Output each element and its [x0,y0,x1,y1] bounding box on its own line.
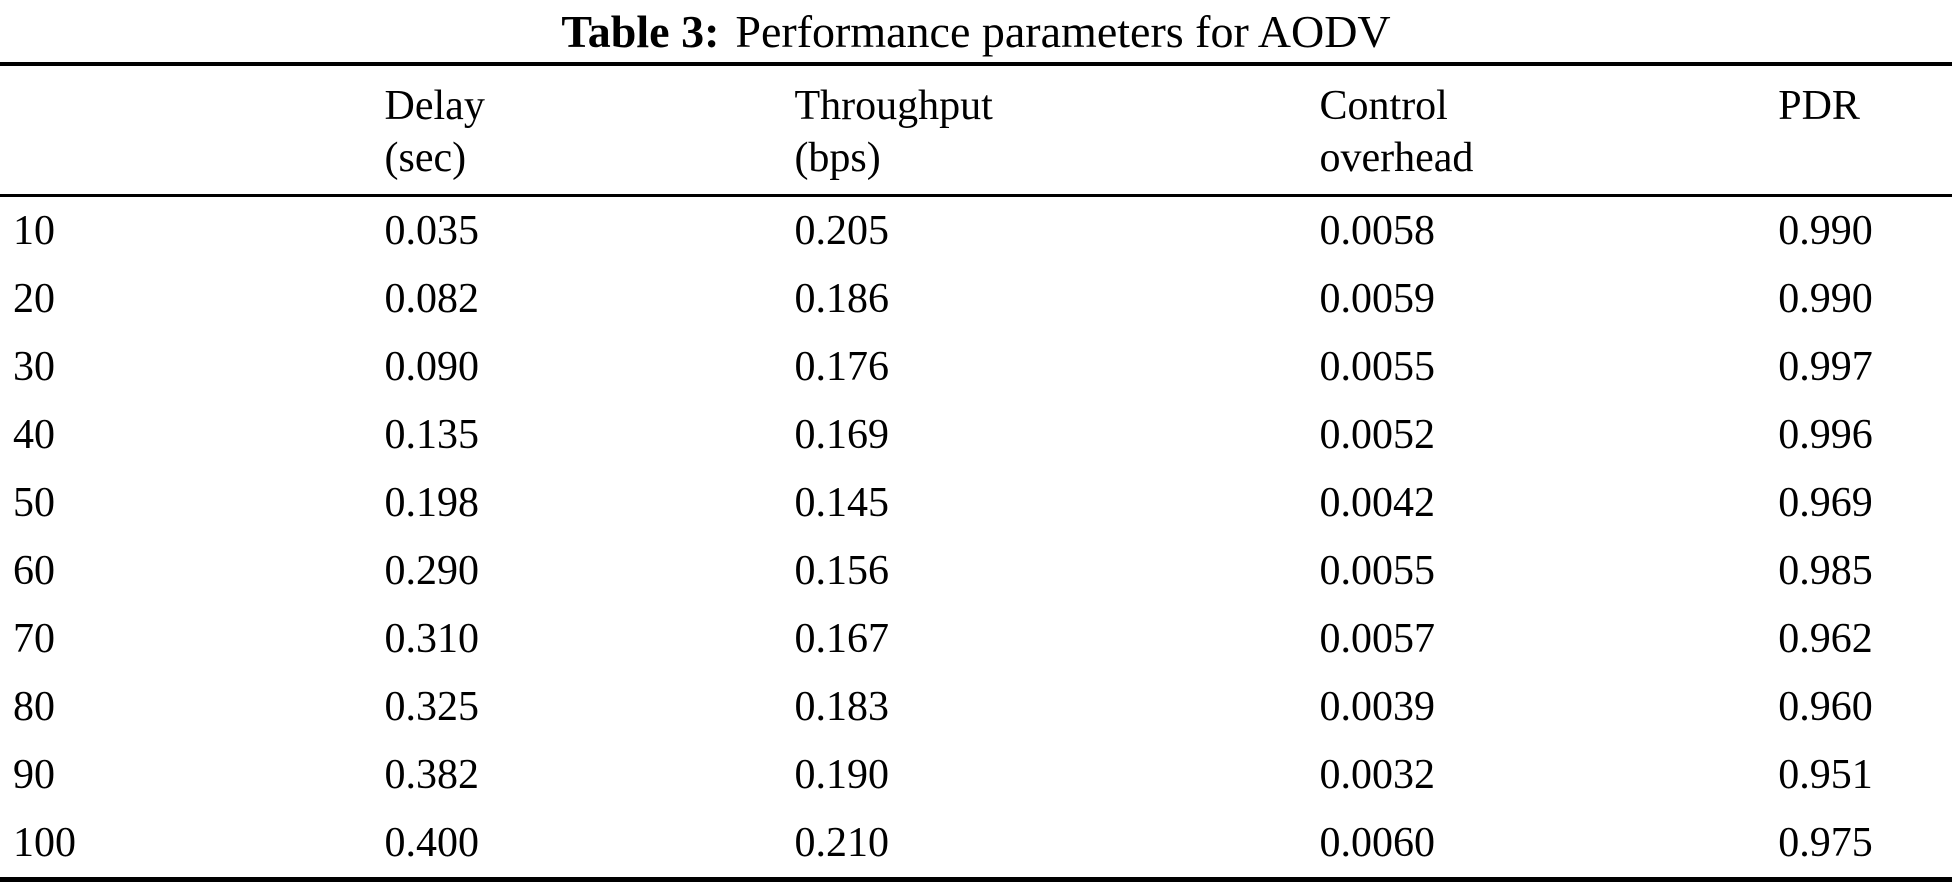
column-header-unit: (sec) [384,135,467,181]
cell-control-overhead: 0.0060 [1319,820,1436,866]
cell-delay: 0.290 [384,548,480,594]
cell-delay: 0.135 [384,412,480,458]
cell-nodes: 40 [13,412,55,458]
cell-pdr: 0.990 [1778,208,1873,254]
table-caption-text: Performance parameters for AODV [735,5,1391,57]
cell-delay: 0.090 [384,344,480,390]
cell-control-overhead: 0.0055 [1319,344,1436,390]
cell-throughput: 0.156 [794,548,889,594]
cell-throughput: 0.145 [794,480,889,526]
table-row: 20 0.082 0.186 0.0059 0.990 [0,265,1952,333]
cell-pdr: 0.960 [1778,684,1873,730]
column-header-unit: overhead [1319,135,1474,181]
column-header-control-overhead: Control overhead [1320,64,1779,196]
cell-delay: 0.198 [384,480,480,526]
column-header-label: Control [1319,83,1448,129]
cell-pdr: 0.990 [1778,276,1873,322]
table-row: 40 0.135 0.169 0.0052 0.996 [0,401,1952,469]
cell-nodes: 80 [13,684,55,730]
cell-control-overhead: 0.0055 [1319,548,1436,594]
cell-throughput: 0.190 [794,752,889,798]
column-header-unit: (bps) [794,135,881,181]
cell-control-overhead: 0.0059 [1319,276,1436,322]
column-header-label: Throughput [794,83,993,129]
cell-nodes: 10 [13,208,55,254]
table-row: 30 0.090 0.176 0.0055 0.997 [0,333,1952,401]
column-header-pdr: PDR [1778,64,1952,196]
cell-nodes: 30 [13,344,55,390]
cell-control-overhead: 0.0057 [1319,616,1436,662]
column-header-delay: Delay (sec) [385,64,795,196]
cell-nodes: 100 [13,820,76,866]
table-caption-label: Table 3: [561,5,720,57]
cell-throughput: 0.205 [794,208,889,254]
column-header-label: Delay [384,83,485,129]
cell-pdr: 0.985 [1778,548,1873,594]
cell-nodes: 70 [13,616,55,662]
cell-delay: 0.082 [384,276,480,322]
cell-delay: 0.325 [384,684,480,730]
cell-nodes: 20 [13,276,55,322]
cell-pdr: 0.969 [1778,480,1873,526]
cell-control-overhead: 0.0042 [1319,480,1436,526]
cell-nodes: 90 [13,752,55,798]
cell-control-overhead: 0.0052 [1319,412,1436,458]
cell-control-overhead: 0.0039 [1319,684,1436,730]
table-caption: Table 3: Performance parameters for AODV [0,0,1952,62]
cell-delay: 0.382 [384,752,480,798]
table-row: 10 0.035 0.205 0.0058 0.990 [0,196,1952,266]
cell-throughput: 0.167 [794,616,889,662]
cell-nodes: 50 [13,480,55,526]
cell-delay: 0.035 [384,208,480,254]
cell-pdr: 0.951 [1778,752,1873,798]
cell-delay: 0.400 [384,820,480,866]
table-row: 70 0.310 0.167 0.0057 0.962 [0,605,1952,673]
table-row: 100 0.400 0.210 0.0060 0.975 [0,809,1952,880]
table-row: 60 0.290 0.156 0.0055 0.985 [0,537,1952,605]
cell-pdr: 0.997 [1778,344,1873,390]
cell-throughput: 0.183 [794,684,889,730]
column-header-nodes [0,64,385,196]
cell-throughput: 0.169 [794,412,889,458]
performance-table: Delay (sec) Throughput (bps) Control ove… [0,62,1952,882]
cell-control-overhead: 0.0032 [1319,752,1436,798]
cell-pdr: 0.962 [1778,616,1873,662]
column-header-label: PDR [1778,83,1860,129]
column-header-throughput: Throughput (bps) [794,64,1319,196]
cell-delay: 0.310 [384,616,480,662]
table-row: 50 0.198 0.145 0.0042 0.969 [0,469,1952,537]
cell-throughput: 0.210 [794,820,889,866]
cell-throughput: 0.176 [794,344,889,390]
cell-throughput: 0.186 [794,276,889,322]
cell-pdr: 0.996 [1778,412,1873,458]
cell-nodes: 60 [13,548,55,594]
table-row: 80 0.325 0.183 0.0039 0.960 [0,673,1952,741]
header-row: Delay (sec) Throughput (bps) Control ove… [0,64,1952,196]
cell-control-overhead: 0.0058 [1319,208,1436,254]
table-row: 90 0.382 0.190 0.0032 0.951 [0,741,1952,809]
cell-pdr: 0.975 [1778,820,1873,866]
